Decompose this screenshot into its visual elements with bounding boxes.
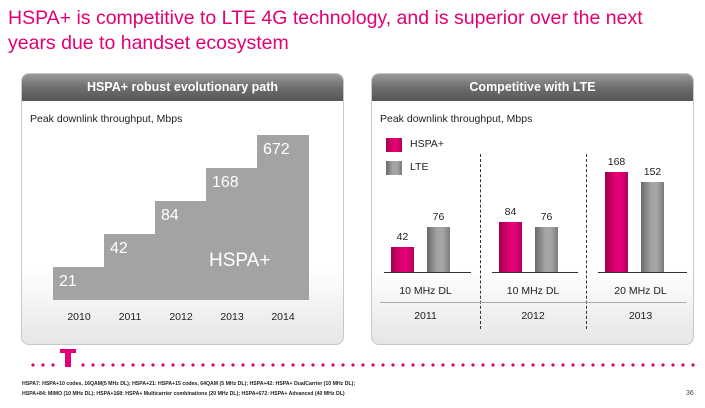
baseline-2013 — [598, 272, 687, 273]
group-divider-1 — [480, 154, 481, 329]
panel-subtitle: Peak downlink throughput, Mbps — [30, 113, 183, 125]
stair-value-2010: 21 — [59, 273, 77, 290]
stair-step-2012 — [155, 201, 207, 300]
footnote-line-1: HSPA7: HSPA+10 codes, 16QAM(5 MHz DL); H… — [22, 381, 356, 387]
bar-lte-2012 — [535, 227, 558, 272]
panel-header: HSPA+ robust evolutionary path — [22, 74, 343, 101]
legend-swatch-hspa — [386, 138, 402, 152]
year-label-2010: 2010 — [67, 311, 91, 323]
bar-value-hspa-2013: 168 — [607, 156, 626, 168]
bar-hspa-2011 — [391, 247, 414, 272]
bar-value-lte-2012: 76 — [540, 211, 553, 223]
label-separator — [380, 302, 686, 303]
group-year-2012: 2012 — [521, 310, 545, 322]
bar-lte-2013 — [641, 182, 664, 272]
stair-step-2014 — [257, 135, 309, 300]
bar-lte-2011 — [427, 227, 450, 272]
slide-title-line-2: years due to handset ecosystem — [8, 32, 289, 54]
group-divider-2 — [586, 154, 587, 329]
slide-title: HSPA+ is competitive to LTE 4G technolog… — [8, 6, 698, 56]
panel-competitive-lte: Competitive with LTE Peak downlink throu… — [371, 73, 694, 345]
stair-value-2013: 168 — [212, 174, 239, 191]
baseline-2011 — [384, 272, 471, 273]
t-logo-icon — [58, 347, 78, 369]
bar-value-lte-2011: 76 — [432, 211, 445, 223]
group-year-2013: 2013 — [628, 310, 653, 322]
panel-hspa-path: HSPA+ robust evolutionary path Peak down… — [21, 73, 344, 345]
footer-dotted-line — [28, 363, 701, 367]
group-year-2011: 2011 — [414, 310, 437, 322]
stair-value-2014: 672 — [263, 141, 290, 158]
stair-step-2013 — [206, 168, 258, 300]
bandwidth-label-2013: 20 MHz DL — [614, 285, 667, 297]
panel-header: Competitive with LTE — [372, 74, 693, 101]
year-label-2011: 2011 — [118, 311, 142, 323]
year-label-2013: 2013 — [220, 311, 244, 323]
stair-step-2010 — [53, 267, 105, 300]
stair-value-2012: 84 — [161, 207, 179, 224]
bar-hspa-2013 — [605, 172, 628, 272]
slide-title-line-1: HSPA+ is competitive to LTE 4G technolog… — [8, 7, 643, 29]
bandwidth-label-2011: 10 MHz DL — [399, 285, 452, 297]
stair-value-2011: 42 — [110, 240, 128, 257]
page-number: 36 — [686, 390, 694, 397]
year-label-2014: 2014 — [271, 311, 295, 323]
bar-value-hspa-2012: 84 — [504, 206, 517, 218]
bar-value-lte-2013: 152 — [643, 166, 662, 178]
bandwidth-label-2012: 10 MHz DL — [506, 285, 560, 297]
baseline-2012 — [492, 272, 578, 273]
bar-hspa-2012 — [499, 222, 522, 272]
legend-label-hspa: HSPA+ — [410, 138, 444, 150]
stair-step-2011 — [104, 234, 156, 300]
bar-value-hspa-2011: 42 — [396, 231, 409, 243]
panel-subtitle: Peak downlink throughput, Mbps — [380, 113, 533, 125]
series-label: HSPA+ — [209, 250, 271, 271]
year-label-2012: 2012 — [169, 311, 193, 323]
footnote-line-2: HSPA+84: MIMO (10 MHz DL); HSPA+168: HSP… — [22, 391, 345, 397]
legend-swatch-lte — [386, 161, 402, 175]
legend-label-lte: LTE — [410, 161, 429, 173]
